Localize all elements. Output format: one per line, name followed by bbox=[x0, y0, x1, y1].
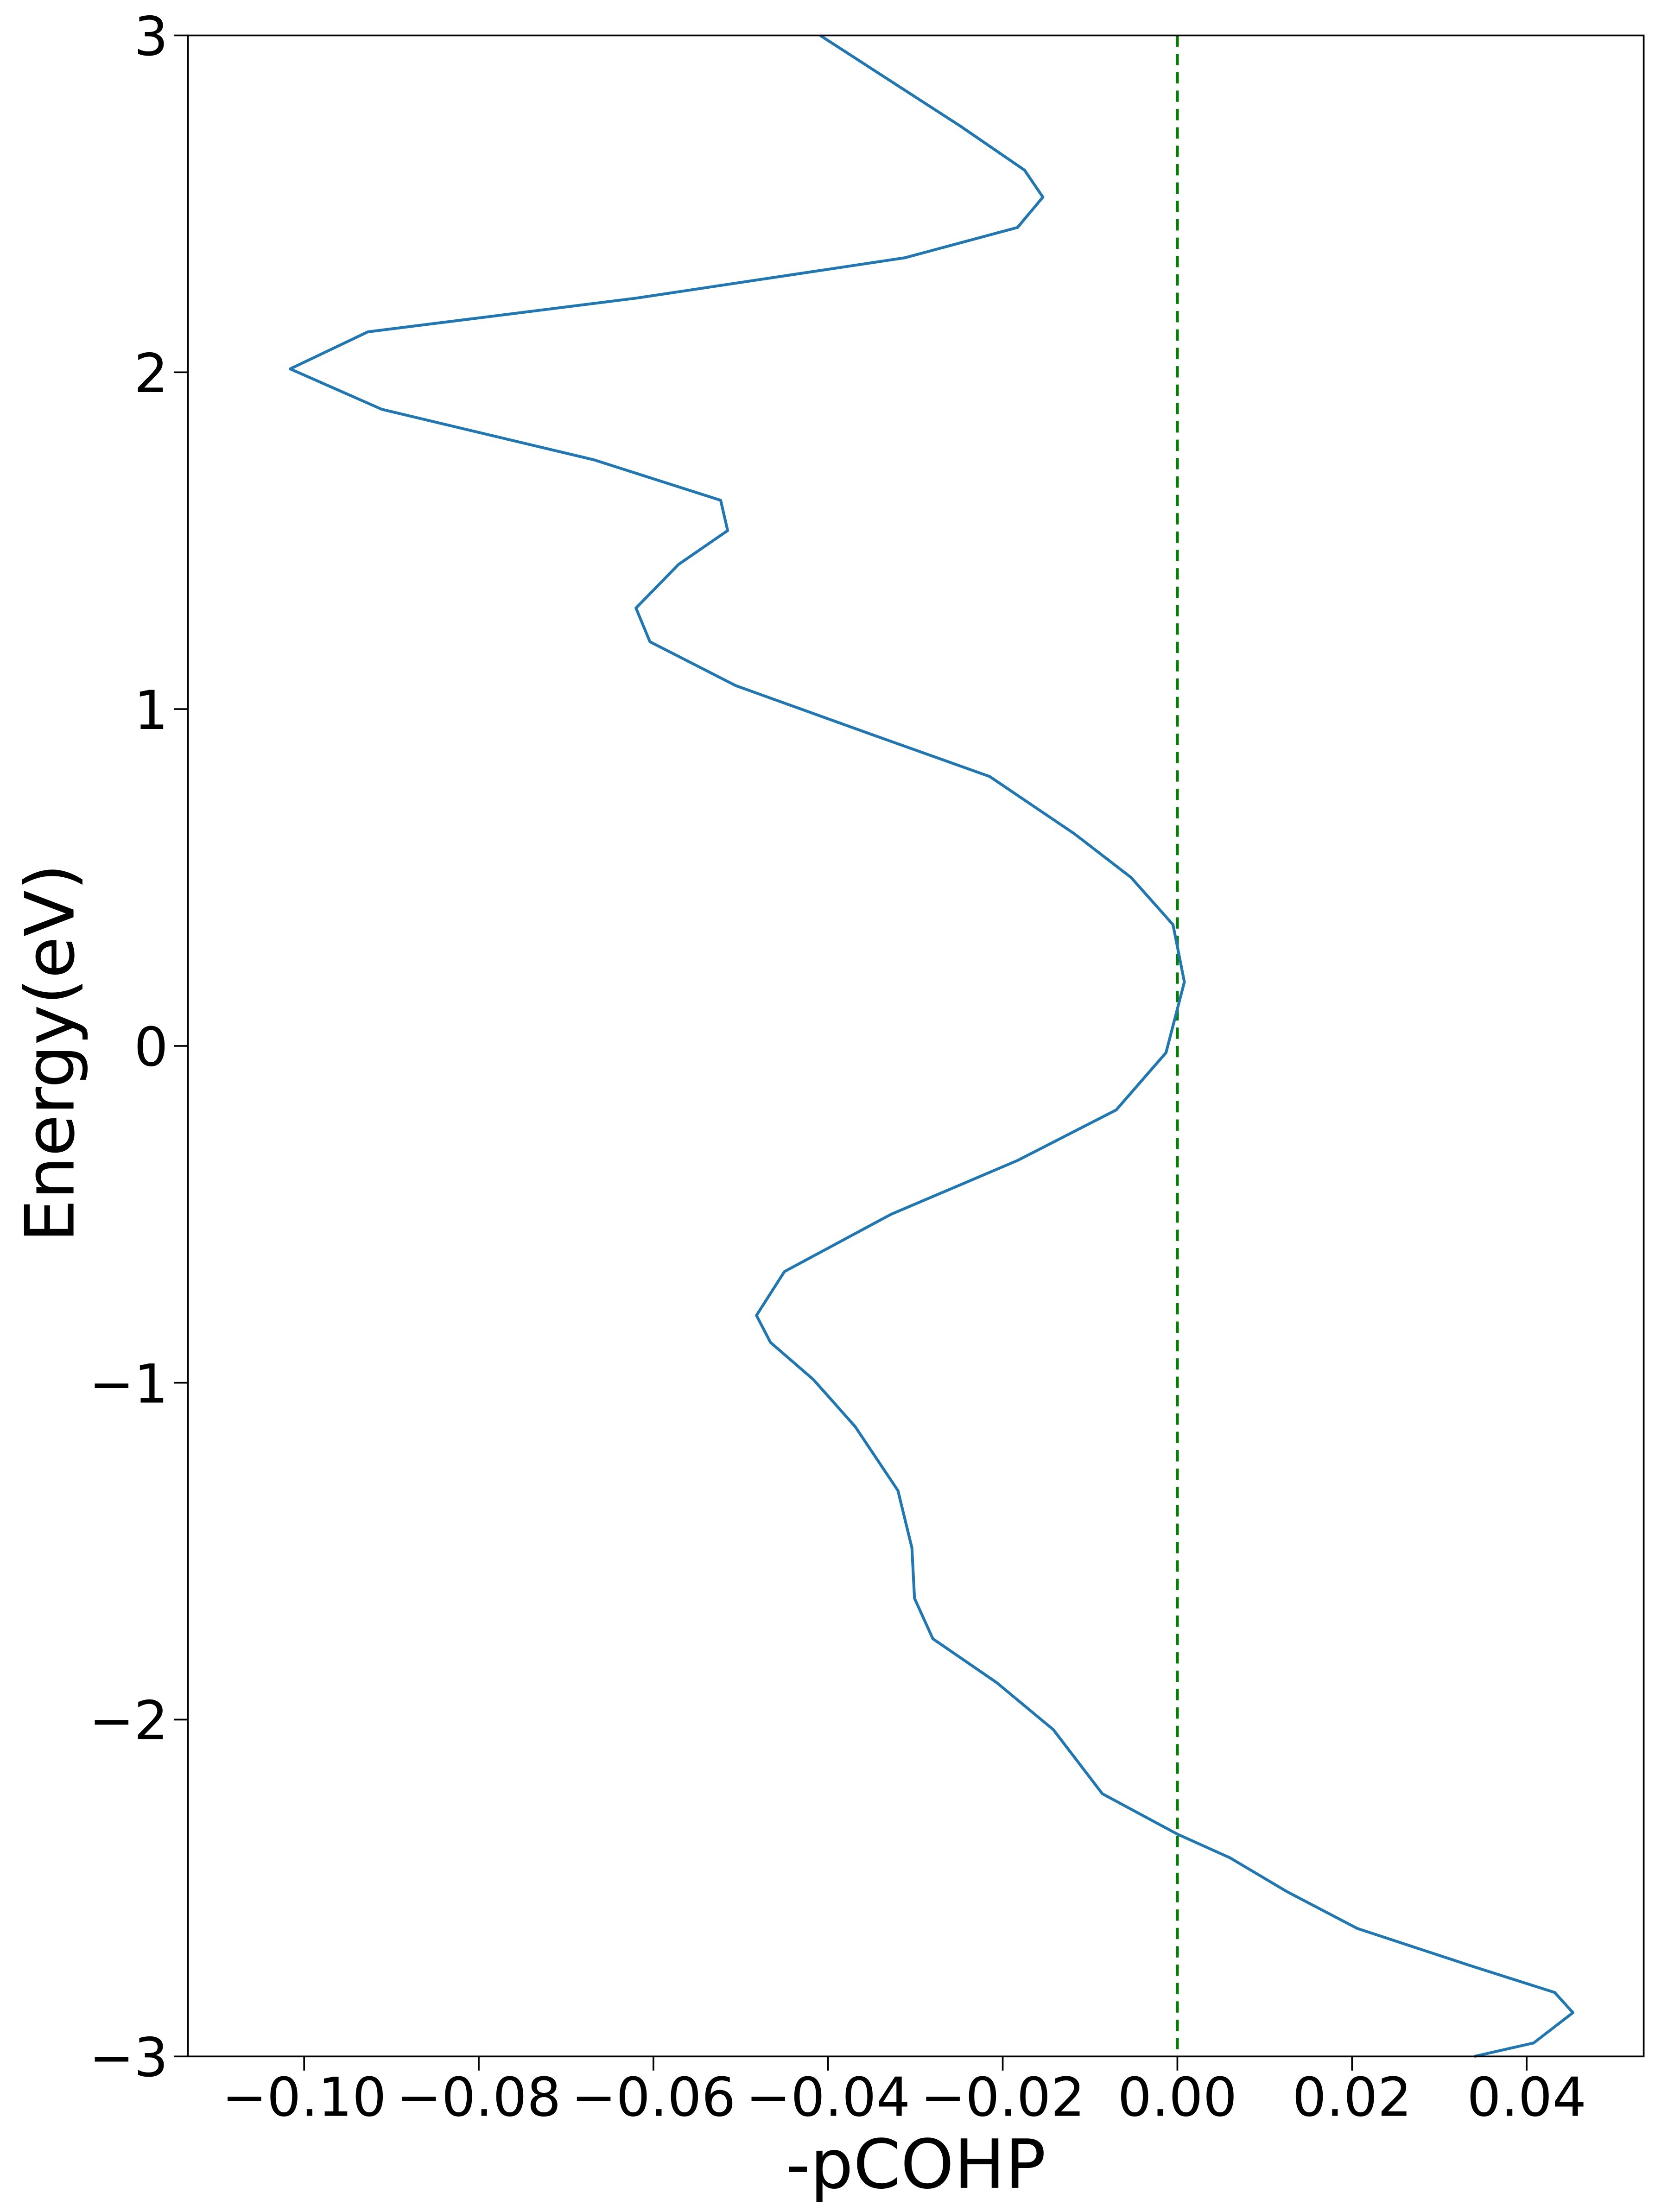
curve bbox=[288, 34, 1575, 2058]
y-tick-label: −3 bbox=[89, 2027, 168, 2089]
y-axis-label: Energy(eV) bbox=[11, 864, 90, 1242]
x-tick-label: −0.02 bbox=[920, 2066, 1085, 2129]
y-tick-label: 2 bbox=[134, 342, 168, 405]
x-tick-label: 0.04 bbox=[1467, 2066, 1586, 2129]
plot-frame bbox=[187, 34, 1645, 2058]
x-tick-label: 0.00 bbox=[1117, 2066, 1237, 2129]
y-tick-label: 0 bbox=[134, 1016, 168, 1079]
y-tick-label: 3 bbox=[134, 6, 168, 68]
x-axis-label: -pCOHP bbox=[786, 2125, 1046, 2204]
x-tick-label: 0.02 bbox=[1292, 2066, 1412, 2129]
x-tick-label: −0.04 bbox=[746, 2066, 910, 2129]
y-tick-label: 1 bbox=[134, 679, 168, 742]
x-tick-label: −0.10 bbox=[222, 2066, 387, 2129]
x-tick-label: −0.06 bbox=[571, 2066, 736, 2129]
x-tick-label: −0.08 bbox=[396, 2066, 561, 2129]
y-tick-label: −2 bbox=[89, 1690, 168, 1752]
y-tick-label: −1 bbox=[89, 1353, 168, 1415]
